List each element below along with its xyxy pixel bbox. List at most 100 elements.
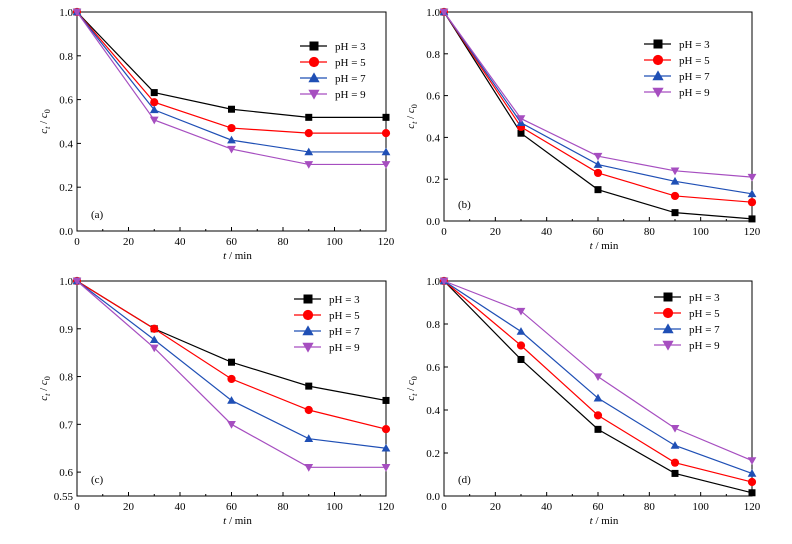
series-line-3 — [76, 280, 386, 468]
legend-marker — [303, 294, 313, 304]
y-tick-label: 0.55 — [54, 491, 74, 503]
data-point — [304, 147, 314, 156]
data-point — [517, 129, 525, 137]
legend-label: pH = 5 — [689, 308, 720, 320]
legend-marker — [302, 325, 314, 336]
data-point — [304, 129, 313, 138]
y-axis-title: ct / c0 — [405, 376, 419, 401]
data-point — [72, 277, 82, 286]
x-tick-label: 100 — [326, 236, 343, 248]
legend-marker — [662, 340, 674, 351]
y-axis-title-c0: c — [405, 380, 417, 385]
data-point — [227, 421, 236, 429]
y-axis-title-c: c — [405, 124, 417, 129]
legend-label: pH = 9 — [329, 342, 360, 354]
x-tick-label: 80 — [644, 226, 656, 238]
x-tick-label: 60 — [593, 226, 605, 238]
data-point — [593, 152, 603, 161]
legend-label: pH = 3 — [679, 39, 710, 51]
y-axis-title-c0: c — [38, 113, 50, 118]
legend-label: pH = 7 — [689, 324, 720, 336]
x-axis-title-variable: t — [590, 515, 594, 527]
y-tick-label: 0.6 — [426, 362, 440, 374]
x-axis-title: t / min — [223, 515, 252, 527]
data-point — [304, 161, 314, 169]
x-tick-label: 60 — [593, 501, 605, 513]
data-point — [149, 335, 159, 344]
x-tick-label: 40 — [175, 501, 187, 513]
data-point — [516, 341, 526, 350]
legend-marker — [302, 309, 314, 321]
legend-marker — [653, 39, 663, 49]
x-tick-label: 40 — [541, 501, 553, 513]
legend-label: pH = 3 — [335, 41, 366, 53]
panel-label: (b) — [458, 199, 471, 211]
legend-marker — [652, 54, 664, 66]
data-point — [670, 458, 680, 467]
chart-panel-c: 0 20 40 60 80 100 120 0.55 0.6 0.7 0.8 0.9 1.0 t / mi… — [38, 276, 395, 527]
x-axis-title: t / min — [223, 250, 252, 262]
legend-label: pH = 5 — [335, 57, 366, 69]
data-point — [227, 145, 236, 154]
data-point — [381, 147, 391, 156]
chart-panel-b: 0 20 40 60 80 100 120 0.0 0.2 0.4 0.6 0.8 1.0 t / min… — [405, 7, 761, 252]
data-point — [747, 477, 757, 487]
data-point — [671, 209, 679, 217]
y-axis-title-sub-0: 0 — [43, 109, 52, 113]
data-point — [304, 405, 313, 415]
data-point — [227, 374, 236, 384]
data-point — [439, 277, 449, 286]
legend-marker — [308, 89, 320, 100]
panel-label: (a) — [91, 209, 104, 221]
x-tick-label: 40 — [175, 236, 187, 248]
x-tick-label: 120 — [378, 236, 395, 248]
x-tick-label: 20 — [490, 501, 502, 513]
legend-marker — [309, 41, 319, 51]
y-tick-label: 0.7 — [59, 419, 73, 431]
data-point — [670, 167, 680, 176]
data-point — [747, 198, 757, 207]
legend-label: pH = 9 — [689, 340, 720, 352]
y-axis-title-sub-t: t — [43, 393, 52, 396]
data-point — [748, 489, 756, 497]
x-axis-title-unit: / min — [593, 240, 619, 252]
data-point — [228, 358, 235, 366]
legend-marker — [663, 292, 673, 302]
data-point — [670, 191, 680, 201]
data-point — [747, 457, 757, 465]
x-tick-label: 0 — [74, 501, 80, 513]
data-point — [516, 307, 526, 316]
y-axis-title-sep: / — [405, 113, 417, 122]
y-tick-label: 1.0 — [59, 7, 73, 19]
data-point — [227, 123, 236, 133]
data-point — [382, 113, 390, 121]
y-axis-title-c: c — [38, 129, 50, 134]
y-axis-title-c0: c — [38, 380, 50, 385]
y-tick-label: 0.0 — [426, 216, 440, 228]
y-tick-label: 0.4 — [426, 132, 440, 144]
data-point — [516, 115, 526, 123]
panel-label: (c) — [91, 474, 104, 486]
y-tick-label: 0.4 — [59, 138, 73, 150]
data-point — [670, 176, 680, 185]
legend-marker — [308, 72, 320, 83]
y-axis-title: ct / c0 — [405, 104, 419, 129]
y-tick-label: 0.8 — [59, 372, 73, 384]
x-tick-label: 120 — [744, 226, 761, 238]
legend-label: pH = 5 — [329, 310, 360, 322]
data-point — [381, 129, 391, 138]
x-axis-title-variable: t — [223, 515, 227, 527]
data-point — [227, 396, 236, 404]
legend-label: pH = 7 — [329, 326, 360, 338]
data-point — [304, 434, 314, 442]
y-tick-label: 1.0 — [426, 7, 440, 19]
data-point — [149, 105, 159, 114]
data-point — [747, 189, 757, 198]
data-point — [748, 215, 756, 223]
data-point — [593, 373, 603, 382]
data-point — [305, 382, 313, 390]
legend-label: pH = 5 — [679, 55, 710, 67]
y-axis-title-sep: / — [405, 385, 417, 394]
data-point — [305, 113, 313, 121]
